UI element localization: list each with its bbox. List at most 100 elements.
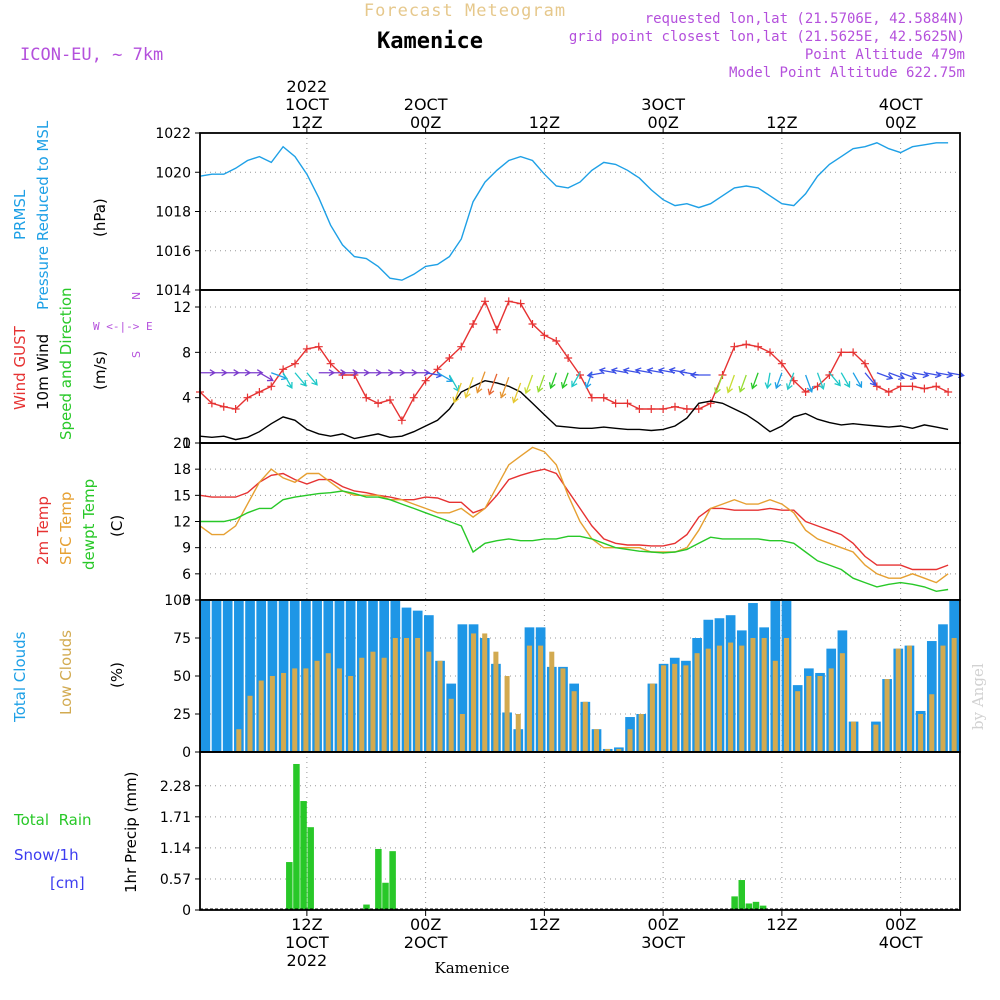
- wind-arrow: [452, 382, 462, 404]
- wind-arrow: [634, 367, 652, 375]
- bottom-time-label: 2022: [287, 951, 328, 970]
- snow-label: Snow/1h: [14, 846, 79, 864]
- bottom-time-label: 00Z: [410, 915, 441, 934]
- low-cloud-bar: [817, 676, 823, 752]
- cloud-panel-labels: Total Clouds Low Clouds (%): [11, 630, 126, 723]
- top-time-label: 12Z: [766, 113, 797, 132]
- wind-panel-labels: Wind GUST 10m Wind Speed and Direction (…: [11, 287, 153, 440]
- low-cloud-bar: [661, 665, 667, 752]
- gust-marker: [409, 393, 418, 402]
- location-title: Kamenice: [377, 29, 483, 54]
- gust-marker: [421, 376, 430, 385]
- wind-arrow: [448, 374, 460, 393]
- rain-bar: [286, 862, 293, 910]
- dew-label: dewpt Temp: [80, 479, 98, 570]
- compass-north: N: [130, 292, 143, 300]
- low-cloud-bar: [493, 651, 499, 752]
- rain-bar: [300, 801, 307, 910]
- pressure-unit: (hPa): [91, 198, 109, 237]
- t2m-label: 2m Temp: [34, 496, 52, 565]
- wind-dir-label: Speed and Direction: [57, 287, 75, 440]
- low-cloud-bar: [415, 638, 421, 752]
- low-cloud-bar: [236, 729, 242, 752]
- y-tick-label: 1.14: [160, 841, 191, 857]
- temp-panel-labels: 2m Temp SFC Temp dewpt Temp (C): [34, 479, 126, 570]
- total-clouds-label: Total Clouds: [11, 631, 29, 723]
- y-tick-label: 12: [173, 300, 191, 316]
- low-cloud-bar: [772, 660, 778, 752]
- low-cloud-bar: [761, 638, 767, 752]
- cloud-unit: (%): [108, 662, 126, 688]
- panel-frame: [199, 751, 961, 911]
- rain-bar: [738, 880, 745, 910]
- gust-marker: [587, 393, 596, 402]
- low-clouds-label: Low Clouds: [57, 630, 75, 715]
- precip-unit: 1hr Precip (mm): [122, 772, 140, 893]
- low-cloud-bar: [549, 651, 555, 752]
- low-cloud-bar: [940, 645, 946, 752]
- low-cloud-bar: [783, 638, 789, 752]
- gridpoint-coords: grid point closest lon,lat (21.5625E, 42…: [569, 29, 965, 45]
- top-time-label: 2OCT: [404, 95, 448, 114]
- gust-marker: [481, 297, 489, 306]
- y-tick-label: 12: [173, 515, 191, 531]
- wind-arrow: [464, 377, 474, 399]
- wind-arrow: [900, 372, 918, 381]
- gust-marker: [896, 382, 905, 391]
- gust-marker: [386, 395, 394, 404]
- model-altitude: Model Point Altitude 622.75m: [729, 65, 965, 81]
- low-cloud-bar: [593, 729, 599, 752]
- top-time-label: 12Z: [529, 113, 560, 132]
- gust-marker: [730, 342, 739, 351]
- panel-4: 0 0.57 1.14 1.71 2.28: [160, 751, 961, 919]
- y-tick-label: 4: [182, 391, 191, 407]
- wind-arrow: [610, 367, 628, 375]
- gust-marker: [291, 359, 299, 368]
- rain-bar: [307, 827, 314, 910]
- gust-marker: [920, 384, 929, 393]
- bottom-time-label: 00Z: [647, 915, 678, 934]
- low-cloud-bar: [281, 672, 287, 752]
- gust-marker: [742, 340, 751, 349]
- series-line-sfc-temp: [199, 446, 949, 584]
- y-tick-label: 6: [182, 567, 191, 583]
- low-cloud-bar: [258, 680, 264, 752]
- rain-bar: [752, 901, 760, 910]
- gust-marker: [766, 348, 774, 357]
- gust-marker: [362, 393, 371, 402]
- gust-marker: [516, 299, 525, 308]
- low-cloud-bar: [515, 714, 521, 752]
- wind-arrow: [738, 374, 747, 393]
- series-line-dewpt-temp: [200, 490, 949, 593]
- top-time-label: 00Z: [410, 113, 441, 132]
- y-tick-label: 0: [182, 903, 191, 919]
- wind-arrow: [786, 372, 795, 391]
- gust-marker: [635, 405, 644, 413]
- low-cloud-bar: [873, 724, 879, 752]
- total-cloud-bar: [256, 600, 267, 752]
- gust-marker: [397, 416, 406, 425]
- wind-arrow: [475, 371, 486, 394]
- gust-marker: [552, 337, 561, 345]
- low-cloud-bar: [538, 645, 544, 752]
- y-tick-label: 50: [173, 669, 191, 685]
- total-cloud-bar: [245, 600, 255, 752]
- low-cloud-bar: [348, 676, 354, 752]
- gust-marker: [326, 359, 335, 368]
- wind-arrow: [622, 367, 640, 375]
- bottom-time-label: 3OCT: [641, 933, 685, 952]
- gust-marker: [504, 297, 513, 306]
- model-label: ICON-EU, ~ 7km: [20, 45, 163, 65]
- chart-title: Forecast Meteogram: [364, 1, 566, 21]
- wind-arrow: [774, 372, 783, 390]
- y-tick-label: 1018: [155, 205, 191, 221]
- wind-arrow: [487, 373, 498, 396]
- gust-marker: [611, 399, 620, 408]
- y-tick-label: 21: [173, 436, 191, 452]
- y-tick-label: 0.57: [160, 872, 191, 888]
- series-line-wind-gust: [199, 299, 949, 422]
- wind-arrow: [598, 367, 616, 375]
- y-tick-label: 3: [182, 593, 191, 609]
- gust-marker: [267, 382, 276, 391]
- wind-arrow: [888, 372, 906, 380]
